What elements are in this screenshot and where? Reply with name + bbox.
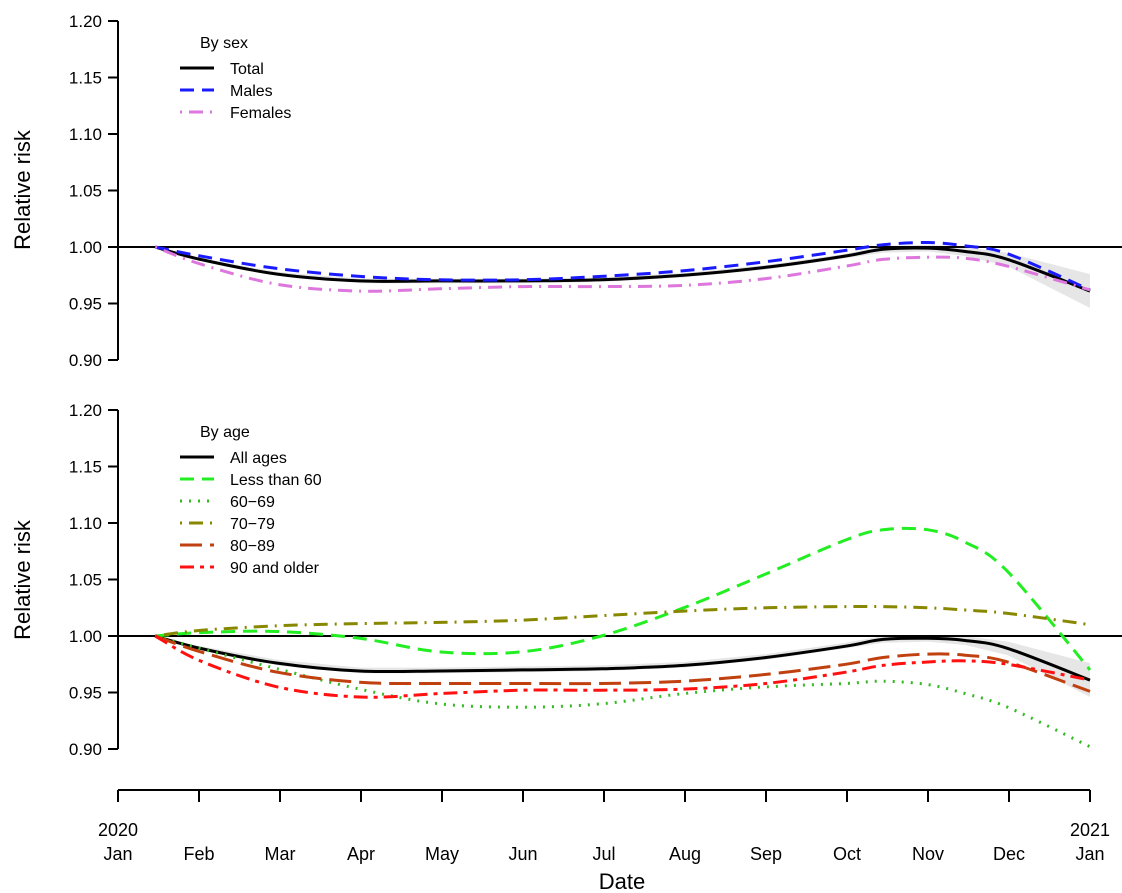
series-lines-top <box>154 240 1091 293</box>
series-line-less-than-60 <box>155 526 1092 671</box>
y-tick-label: 1.15 <box>69 458 102 477</box>
x-tick-year-label: 2020 <box>98 820 138 840</box>
y-axis-bottom: 0.90 0.95 1.00 1.05 1.10 1.15 1.20 <box>69 401 119 759</box>
legend-title-by-age: By age <box>200 424 250 441</box>
x-axis-label: Date <box>599 869 645 893</box>
series-line-90-and-older <box>154 634 1091 699</box>
series-line-all-ages <box>154 634 1091 682</box>
legend-label-90-and-older: 90 and older <box>230 560 320 577</box>
x-tick-label: Oct <box>833 844 861 864</box>
y-tick-label: 0.90 <box>69 351 102 370</box>
y-tick-label: 1.10 <box>69 514 102 533</box>
legend-label-less-than-60: Less than 60 <box>230 472 322 489</box>
legend-title-by-sex: By sex <box>200 35 248 52</box>
legend-label-70-79: 70−79 <box>230 516 275 533</box>
confidence-band <box>155 634 1090 697</box>
x-tick-label: Apr <box>347 844 375 864</box>
legend-label-all-ages: All ages <box>230 450 287 467</box>
x-tick-label: Dec <box>993 844 1025 864</box>
y-axis-label-bottom: Relative risk <box>10 519 35 640</box>
x-tick-label: May <box>425 844 459 864</box>
y-tick-label: 0.90 <box>69 740 102 759</box>
ci-band-bottom <box>155 634 1090 697</box>
y-tick-label: 1.10 <box>69 125 102 144</box>
x-tick-label: Feb <box>183 844 214 864</box>
legend-by-sex: By sex Total Males Females <box>180 35 291 122</box>
x-tick-year-label: 2021 <box>1070 820 1110 840</box>
panel-by-age: Relative risk 0.90 0.95 1.00 1.05 1.10 1.15 1.… <box>10 401 1122 759</box>
x-axis: 2020 Jan Feb Mar Apr May Jun Jul Aug Sep Oct Nov Dec… <box>98 789 1110 864</box>
series-line-70-79 <box>155 604 1091 638</box>
legend-by-age: By age All ages Less than 60 60−69 70−79 80−… <box>180 424 322 577</box>
x-tick-label: Nov <box>912 844 944 864</box>
legend-label-total: Total <box>230 61 264 78</box>
x-tick-label: Jan <box>1075 844 1104 864</box>
x-tick-label: Jun <box>508 844 537 864</box>
x-tick-label: Jan <box>103 844 132 864</box>
y-axis-top: 0.90 0.95 1.00 1.05 1.10 1.15 1.20 <box>69 12 119 370</box>
y-tick-label: 0.95 <box>69 295 102 314</box>
series-line-total <box>154 245 1091 293</box>
y-axis-label-top: Relative risk <box>10 129 35 250</box>
legend-label-males: Males <box>230 83 273 100</box>
series-lines-bottom <box>154 526 1092 749</box>
panel-by-sex: Relative risk 0.90 0.95 1.00 1.05 1.10 1.15 1.… <box>10 12 1122 370</box>
x-tick-label: Aug <box>669 844 701 864</box>
y-tick-label: 1.20 <box>69 12 102 31</box>
y-tick-label: 1.00 <box>69 627 102 646</box>
series-line-females <box>154 245 1091 293</box>
x-tick-label: Mar <box>265 844 296 864</box>
legend-label-80-89: 80−89 <box>230 538 275 555</box>
x-tick-label: Jul <box>592 844 615 864</box>
series-line-males <box>154 240 1091 292</box>
y-tick-label: 1.00 <box>69 238 102 257</box>
series-line-80-89 <box>154 634 1091 693</box>
legend-label-60-69: 60−69 <box>230 494 275 511</box>
y-tick-label: 1.05 <box>69 571 102 590</box>
y-tick-label: 1.15 <box>69 69 102 88</box>
y-tick-label: 1.20 <box>69 401 102 420</box>
y-tick-label: 0.95 <box>69 684 102 703</box>
legend-label-females: Females <box>230 105 291 122</box>
y-tick-label: 1.05 <box>69 182 102 201</box>
x-tick-label: Sep <box>750 844 782 864</box>
